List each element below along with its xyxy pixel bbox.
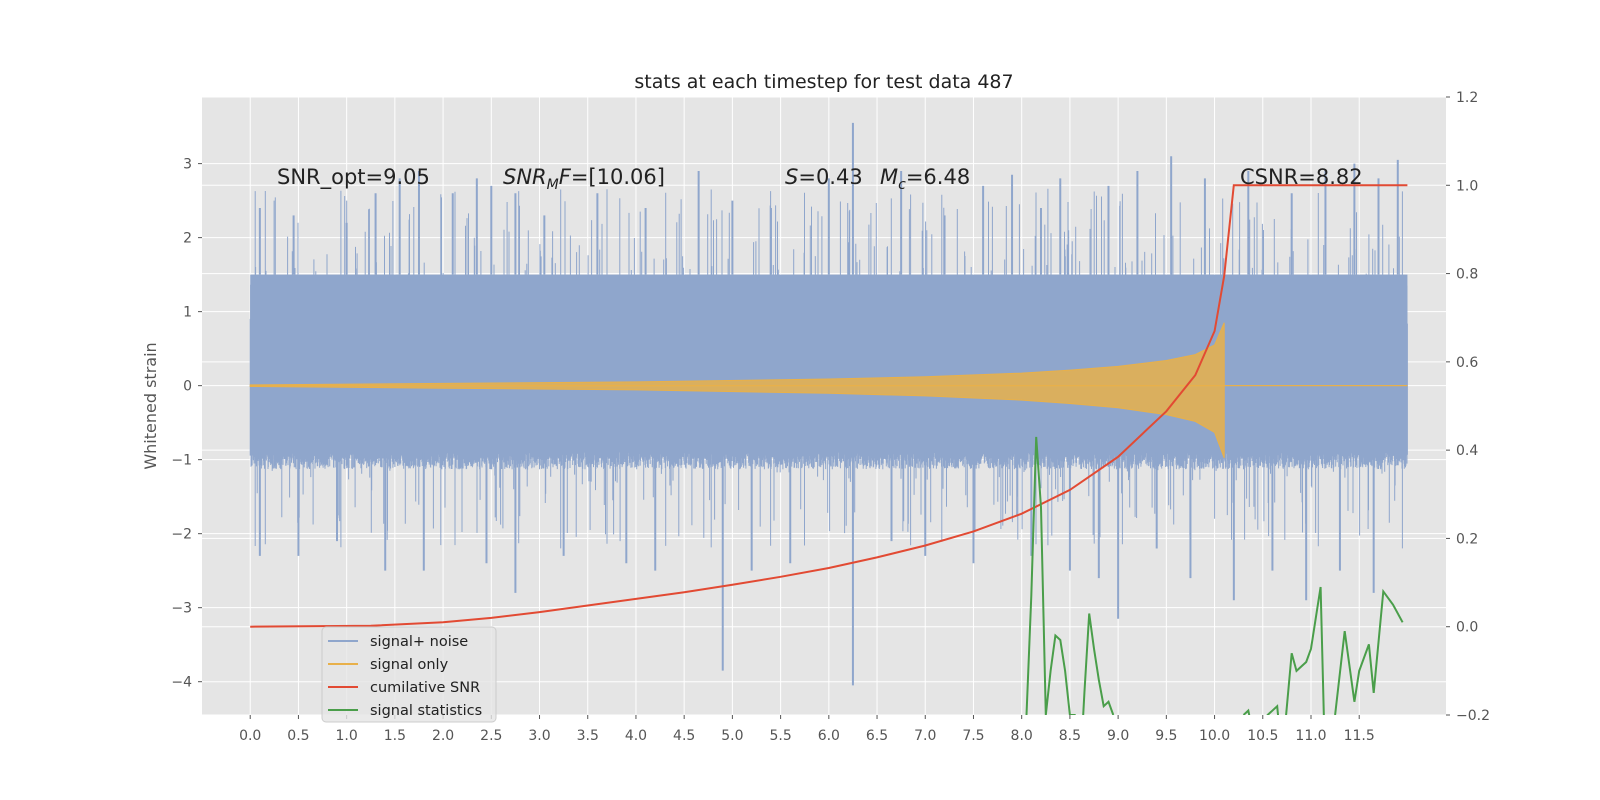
y2-tick-label: 0.6 (1456, 355, 1478, 371)
x-tick-label: 8.5 (1059, 728, 1081, 744)
y2-tick-label: 0.8 (1456, 267, 1478, 283)
y-tick-label: 2 (183, 231, 192, 247)
y-tick-label: −2 (171, 527, 192, 543)
legend-label-cumulative-snr: cumilative SNR (370, 680, 480, 696)
x-tick-label: 7.5 (962, 728, 984, 744)
y-tick-label: −4 (171, 675, 192, 691)
y-axis-title: Whitened strain (141, 342, 160, 469)
y2-tick-label: 0.0 (1456, 620, 1478, 636)
x-tick-label: 1.0 (336, 728, 358, 744)
signal-statistics-line (1025, 436, 1115, 715)
annotation-s-value: =0.43 (798, 165, 862, 189)
annotation-snr-mf: SNRMF=[10.06] (503, 165, 665, 193)
annotation-snr-opt: SNR_opt=9.05 (277, 165, 430, 190)
x-tick-label: 6.0 (818, 728, 840, 744)
chart-title: stats at each timestep for test data 487 (634, 71, 1013, 93)
x-tick-label: 5.0 (721, 728, 743, 744)
annotation-csnr: CSNR=8.82 (1240, 165, 1363, 189)
legend-label-signal-only: signal only (370, 657, 449, 673)
x-tick-label: 1.5 (384, 728, 406, 744)
legend-box (321, 626, 497, 723)
x-tick-label: 3.0 (528, 728, 550, 744)
x-tick-label: 5.5 (769, 728, 791, 744)
legend-label-signal-noise: signal+ noise (370, 634, 468, 650)
annotation-mc: Mc=6.48 (880, 165, 970, 193)
y2-tick-label: 0.2 (1456, 531, 1478, 547)
x-tick-label: 10.0 (1199, 728, 1230, 744)
annotation-snr-mf-sub: M (547, 177, 559, 193)
y2-tick-label: −0.2 (1456, 708, 1490, 724)
cumulative-snr-series (250, 184, 1408, 628)
x-tick-label: 9.0 (1107, 728, 1129, 744)
signal-only-series (249, 322, 1408, 459)
y-axis-ticks: 3 2 1 0 −1 −2 −3 −4 (171, 157, 202, 691)
annotation-snr-mf-name: SNR (503, 165, 547, 189)
annotation-s-name: S (785, 165, 798, 189)
y-tick-label: 1 (183, 305, 192, 321)
x-tick-label: 0.5 (287, 728, 309, 744)
x-tick-label: 4.0 (625, 728, 647, 744)
signal-statistics-series (1025, 436, 1404, 715)
cumulative-snr-line (250, 184, 1408, 628)
x-tick-label: 4.5 (673, 728, 695, 744)
y-tick-label: −3 (171, 601, 192, 617)
annotation-s: S=0.43 (785, 165, 863, 189)
x-tick-label: 2.0 (432, 728, 454, 744)
x-tick-label: 6.5 (866, 728, 888, 744)
y2-tick-label: 1.2 (1456, 90, 1478, 106)
y-tick-label: 3 (183, 157, 192, 173)
y2-axis-ticks: 1.2 1.0 0.8 0.6 0.4 0.2 0.0 −0.2 (1446, 90, 1490, 724)
x-tick-label: 11.0 (1295, 728, 1326, 744)
y-tick-label: −1 (171, 453, 192, 469)
signal-statistics-line (1242, 586, 1404, 715)
annotation-snr-mf-value: =[10.06] (571, 165, 665, 189)
legend: signal+ noise signal only cumilative SNR… (321, 626, 497, 723)
annotation-mc-name: M (880, 165, 898, 189)
x-tick-label: 11.5 (1344, 728, 1375, 744)
x-tick-label: 8.0 (1011, 728, 1033, 744)
signal-noise-core (250, 274, 1408, 453)
annotation-snr-mf-f: F (559, 165, 572, 189)
y2-tick-label: 1.0 (1456, 178, 1478, 194)
x-tick-label: 10.5 (1247, 728, 1278, 744)
x-tick-label: 9.5 (1155, 728, 1177, 744)
annotation-mc-sub: c (898, 177, 906, 193)
annotation-mc-value: =6.48 (906, 165, 970, 189)
y-tick-label: 0 (183, 379, 192, 395)
x-tick-label: 7.0 (914, 728, 936, 744)
legend-label-signal-statistics: signal statistics (370, 703, 482, 719)
x-tick-label: 0.0 (239, 728, 261, 744)
x-axis-ticks: 0.0 0.5 1.0 1.5 2.0 2.5 3.0 3.5 4.0 4.5 5.0 5.5 6.0 6… (239, 715, 1375, 744)
x-tick-label: 3.5 (577, 728, 599, 744)
y2-tick-label: 0.4 (1456, 443, 1478, 459)
x-tick-label: 2.5 (480, 728, 502, 744)
signal-only-envelope (249, 322, 1225, 459)
